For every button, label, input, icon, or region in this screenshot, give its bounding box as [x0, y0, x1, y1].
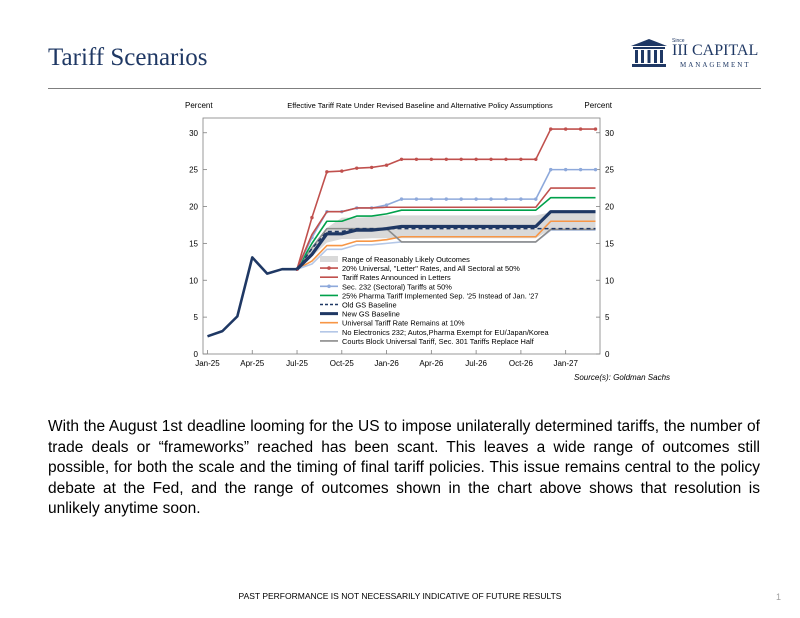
series-point-2 [474, 197, 478, 201]
series-line-6 [296, 220, 596, 270]
legend-label: 25% Pharma Tariff Implemented Sep. '25 I… [342, 291, 538, 300]
y-tick-label-left: 15 [189, 239, 198, 248]
y-tick-label-right: 15 [605, 239, 614, 248]
y-tick-label-right: 10 [605, 276, 614, 285]
legend-label: No Electronics 232; Autos,Pharma Exempt … [342, 328, 550, 337]
legend-label: Courts Block Universal Tariff, Sec. 301 … [342, 337, 535, 346]
series-point-2 [578, 167, 583, 172]
x-tick-label: Oct-26 [509, 359, 534, 368]
series-point-2 [519, 197, 523, 201]
logo-company-name: III CAPITAL [672, 42, 759, 59]
series-point-0 [459, 157, 463, 161]
history-line [207, 256, 298, 338]
series-point-2 [444, 197, 448, 201]
y-tick-label-left: 5 [194, 313, 199, 322]
series-point-2 [549, 167, 553, 172]
legend-label: Sec. 232 (Sectoral) Tariffs at 50% [342, 282, 452, 291]
y-tick-label-right: 20 [605, 203, 614, 212]
tariff-chart: Percent Percent Effective Tariff Rate Unde… [180, 96, 630, 376]
chart-title: Effective Tariff Rate Under Revised Base… [287, 101, 553, 110]
legend-label: Range of Reasonably Likely Outcomes [342, 255, 470, 264]
series-point-0 [399, 157, 404, 161]
series-point-2 [563, 167, 568, 172]
series-point-0 [578, 127, 583, 131]
series-line-4 [296, 227, 596, 270]
series-line-1 [296, 187, 596, 270]
series-point-0 [563, 127, 568, 131]
series-point-0 [489, 157, 493, 161]
x-tick-label: Apr-25 [240, 359, 265, 368]
x-tick-label: Oct-25 [330, 359, 355, 368]
legend-label: 20% Universal, "Letter" Rates, and All S… [342, 264, 520, 273]
y-tick-label-left: 20 [189, 203, 198, 212]
series-point-0 [474, 157, 478, 161]
page-number: 1 [776, 592, 782, 602]
series-point-0 [369, 165, 374, 170]
series-line-3 [296, 196, 596, 270]
legend-swatch [320, 256, 338, 262]
series-point-0 [504, 157, 508, 161]
body-paragraph: With the August 1st deadline looming for… [48, 418, 760, 517]
x-tick-label: Jan-25 [195, 359, 220, 368]
x-tick-label: Jan-27 [553, 359, 578, 368]
x-tick-label: Jan-26 [374, 359, 399, 368]
title-divider [48, 88, 761, 89]
series-point-0 [414, 157, 419, 161]
logo-subtitle: MANAGEMENT [680, 61, 751, 69]
legend-label: Old GS Baseline [342, 301, 397, 310]
right-axis-label: Percent [584, 101, 612, 110]
series-point-0 [340, 169, 344, 173]
legend-marker [327, 284, 331, 289]
y-tick-label-right: 30 [605, 129, 614, 138]
x-tick-label: Jul-25 [286, 359, 308, 368]
series-point-0 [534, 157, 538, 161]
series-point-0 [355, 166, 359, 170]
disclaimer-footer: PAST PERFORMANCE IS NOT NECESSARILY INDI… [238, 591, 562, 601]
y-tick-label-right: 25 [605, 166, 614, 175]
left-axis-label: Percent [185, 101, 213, 110]
series-point-2 [459, 197, 463, 201]
y-tick-label-right: 0 [605, 350, 610, 359]
series-point-0 [519, 157, 523, 161]
y-tick-label-left: 0 [194, 350, 199, 359]
series-point-2 [504, 197, 508, 201]
legend-label: Tariff Rates Announced in Letters [342, 273, 451, 282]
series-point-2 [399, 197, 404, 201]
legend-label: Universal Tariff Rate Remains at 10% [342, 319, 465, 328]
series-point-0 [429, 157, 434, 161]
y-tick-label-left: 25 [189, 166, 198, 175]
logo-since-text: Since [672, 38, 685, 44]
y-tick-label-left: 30 [189, 129, 198, 138]
y-tick-label-right: 5 [605, 313, 610, 322]
plot-frame [202, 117, 601, 355]
company-logo: Since III CAPITAL MANAGEMENT [630, 36, 760, 72]
x-tick-label: Apr-26 [419, 359, 444, 368]
legend-marker [327, 266, 331, 270]
series-point-2 [429, 197, 434, 201]
series-point-0 [549, 127, 553, 131]
series-point-0 [325, 170, 329, 174]
series-point-2 [384, 203, 389, 207]
series-point-0 [593, 127, 598, 131]
legend-label: New GS Baseline [342, 310, 400, 319]
x-tick-label: Jul-26 [465, 359, 487, 368]
series-point-2 [534, 197, 538, 201]
y-tick-label-left: 10 [189, 276, 198, 285]
series-point-2 [593, 167, 598, 172]
chart-source: Source(s): Goldman Sachs [574, 373, 671, 382]
chart-svg: Percent Percent Effective Tariff Rate Unde… [185, 101, 614, 368]
building-logo-icon [631, 39, 667, 67]
series-point-2 [414, 197, 419, 201]
page-title: Tariff Scenarios [48, 44, 208, 71]
series-point-2 [489, 197, 493, 201]
series-line-5 [295, 210, 596, 271]
series-line-8 [296, 227, 596, 270]
series-point-0 [310, 215, 314, 220]
series-point-0 [444, 157, 448, 161]
series-point-0 [384, 163, 389, 167]
